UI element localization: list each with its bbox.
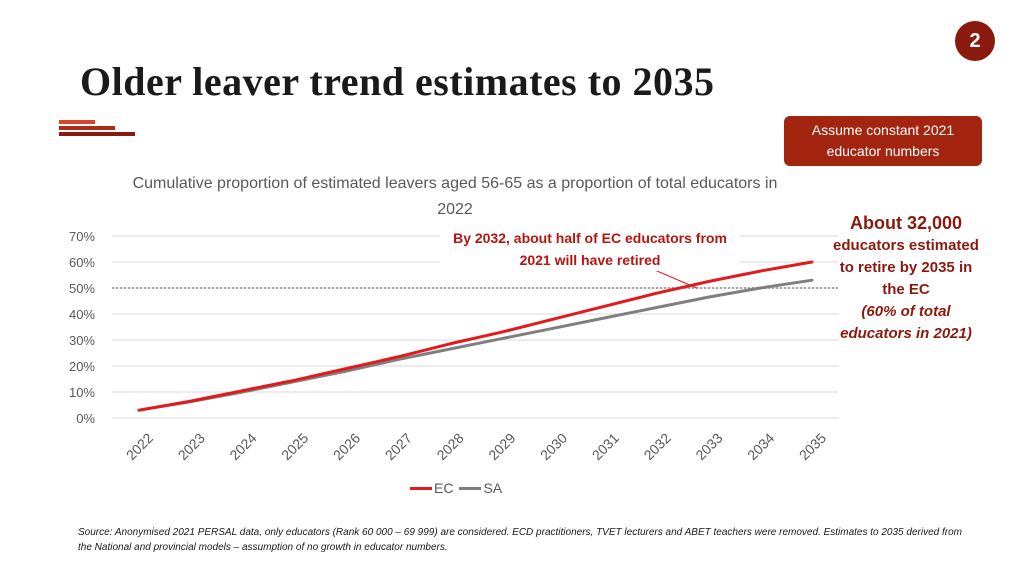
x-tick-label: 2032 <box>640 430 673 463</box>
y-tick-label: 20% <box>69 359 95 374</box>
x-tick-label: 2030 <box>537 430 570 463</box>
legend-label-ec: EC <box>434 480 454 496</box>
legend-item-sa: SA <box>459 480 502 496</box>
x-tick-label: 2035 <box>796 430 829 463</box>
side-note-headline: About 32,000 <box>849 213 963 233</box>
chart-title: Cumulative proportion of estimated leave… <box>132 175 778 218</box>
side-note-italic: (60% of total educators in 2021) <box>840 303 972 342</box>
legend-swatch-ec <box>410 486 432 490</box>
y-tick-label: 40% <box>69 307 95 322</box>
chart-legend: EC SA <box>410 480 508 496</box>
page-number-badge: 2 <box>955 21 995 61</box>
legend-swatch-sa <box>459 486 482 490</box>
assumption-note: Assume constant 2021 educator numbers <box>784 116 982 166</box>
legend-item-ec: EC <box>410 480 453 496</box>
x-tick-label: 2028 <box>433 430 466 463</box>
annotation-pointer <box>649 267 697 289</box>
y-tick-label: 30% <box>69 333 95 348</box>
x-tick-label: 2033 <box>692 430 725 463</box>
legend-label-sa: SA <box>483 480 503 496</box>
y-tick-label: 10% <box>69 385 95 400</box>
x-tick-label: 2025 <box>278 430 311 463</box>
x-tick-label: 2031 <box>589 430 622 463</box>
y-tick-label: 50% <box>69 281 95 296</box>
title-decoration <box>59 120 135 138</box>
series-line-ec <box>137 260 814 412</box>
side-note-body: educators estimated to retire by 2035 in… <box>833 237 979 298</box>
x-tick-label: 2024 <box>226 430 259 463</box>
y-tick-label: 0% <box>76 411 95 426</box>
x-tick-label: 2027 <box>382 430 415 463</box>
chart-annotation: By 2032, about half of EC educators from… <box>440 227 740 271</box>
x-tick-label: 2034 <box>744 430 777 463</box>
source-footnote: Source: Anonymised 2021 PERSAL data, onl… <box>78 527 962 553</box>
assumption-note-text: Assume constant 2021 educator numbers <box>811 122 955 159</box>
x-tick-label: 2022 <box>123 430 156 463</box>
page-title: Older leaver trend estimates to 2035 <box>80 59 715 104</box>
x-tick-label: 2029 <box>485 430 518 463</box>
side-note: About 32,000 educators estimated to reti… <box>828 211 984 345</box>
y-tick-label: 60% <box>69 255 95 270</box>
x-tick-label: 2023 <box>175 430 208 463</box>
x-tick-label: 2026 <box>330 430 363 463</box>
y-tick-label: 70% <box>69 229 95 244</box>
